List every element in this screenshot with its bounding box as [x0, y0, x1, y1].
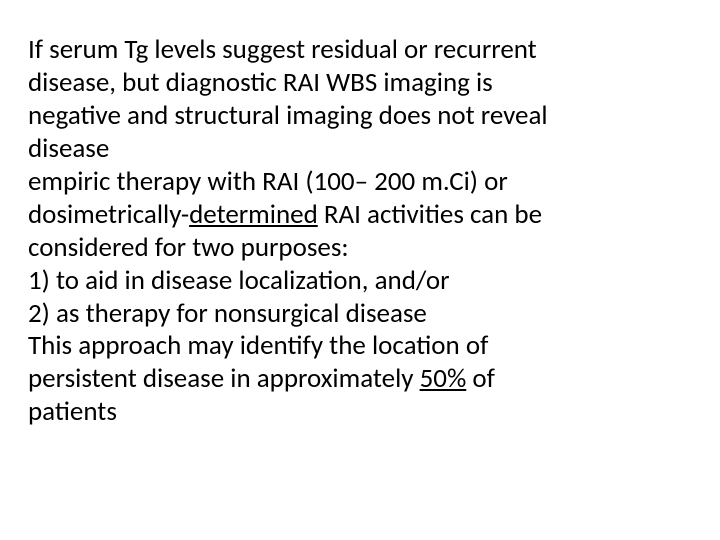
line-12: patients [28, 396, 660, 429]
line-11-pre: persistent disease in approximately [28, 362, 420, 395]
line-11-post: of [466, 362, 495, 395]
body-text-block: If serum Tg levels suggest residual or r… [28, 34, 660, 429]
line-11: persistent disease in approximately 50% … [28, 363, 660, 396]
line-10: This approach may identify the location … [28, 330, 660, 363]
line-3: negative and structural imaging does not… [28, 100, 660, 133]
line-1: If serum Tg levels suggest residual or r… [28, 34, 660, 67]
line-7: considered for two purposes: [28, 232, 660, 265]
line-11-pct: 50% [420, 362, 467, 395]
line-6-underlined: determined [189, 198, 318, 231]
slide-body: If serum Tg levels suggest residual or r… [0, 0, 720, 540]
line-4: disease [28, 133, 660, 166]
line-8: 1) to aid in disease localization, and/o… [28, 265, 660, 298]
line-6: dosimetrically-determined RAI activities… [28, 199, 660, 232]
line-6-post: RAI activities can be [318, 198, 542, 231]
line-6-pre: dosimetrically- [28, 198, 189, 231]
line-9: 2) as therapy for nonsurgical disease [28, 298, 660, 331]
line-5: empiric therapy with RAI (100– 200 m.Ci)… [28, 166, 660, 199]
line-2: disease, but diagnostic RAI WBS imaging … [28, 67, 660, 100]
